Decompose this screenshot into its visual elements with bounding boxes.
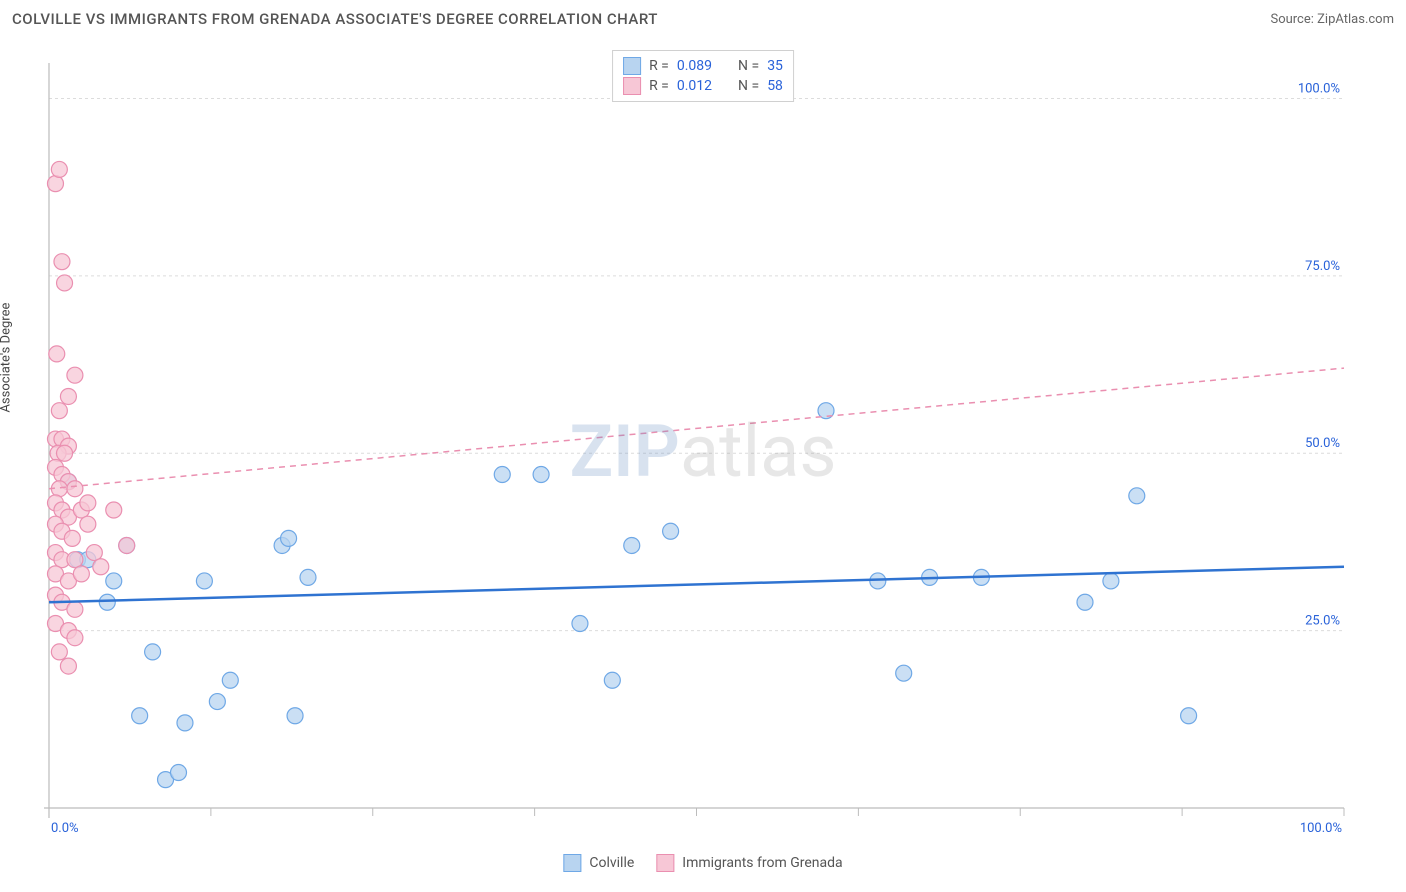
legend-swatch bbox=[623, 57, 641, 75]
legend-label: Immigrants from Grenada bbox=[682, 855, 842, 871]
series-legend: Colville Immigrants from Grenada bbox=[563, 854, 842, 872]
svg-text:50.0%: 50.0% bbox=[1305, 436, 1340, 451]
legend-label: Colville bbox=[589, 855, 634, 871]
r-value: 0.089 bbox=[677, 58, 712, 74]
r-label: R = bbox=[649, 58, 669, 74]
legend-swatch bbox=[563, 854, 581, 872]
svg-text:0.0%: 0.0% bbox=[51, 821, 79, 836]
legend-swatch bbox=[656, 854, 674, 872]
legend-item: Colville bbox=[563, 854, 634, 872]
legend-row: R = 0.012 N = 58 bbox=[623, 77, 783, 95]
n-label: N = bbox=[738, 58, 759, 74]
legend-swatch bbox=[623, 77, 641, 95]
scatter-chart: 25.0% 50.0% 75.0% 100.0% 0.0% 100.0% bbox=[14, 48, 1354, 868]
svg-text:100.0%: 100.0% bbox=[1300, 821, 1342, 836]
title-bar: COLVILLE VS IMMIGRANTS FROM GRENADA ASSO… bbox=[12, 10, 1394, 28]
n-label: N = bbox=[738, 78, 759, 94]
svg-text:100.0%: 100.0% bbox=[1298, 81, 1340, 96]
chart-area: Associate's Degree 25.0%50.0%75.0%100.0%… bbox=[14, 48, 1392, 872]
legend-row: R = 0.089 N = 35 bbox=[623, 57, 783, 75]
legend-item: Immigrants from Grenada bbox=[656, 854, 842, 872]
r-value: 0.012 bbox=[677, 78, 712, 94]
page-title: COLVILLE VS IMMIGRANTS FROM GRENADA ASSO… bbox=[12, 10, 658, 28]
r-label: R = bbox=[649, 78, 669, 94]
svg-text:75.0%: 75.0% bbox=[1305, 259, 1340, 274]
n-value: 58 bbox=[767, 78, 783, 94]
correlation-legend: R = 0.089 N = 35 R = 0.012 N = 58 bbox=[612, 50, 794, 102]
n-value: 35 bbox=[767, 58, 783, 74]
y-axis-label: Associate's Degree bbox=[0, 303, 14, 413]
svg-text:25.0%: 25.0% bbox=[1305, 614, 1340, 629]
source-label: Source: ZipAtlas.com bbox=[1270, 12, 1394, 27]
